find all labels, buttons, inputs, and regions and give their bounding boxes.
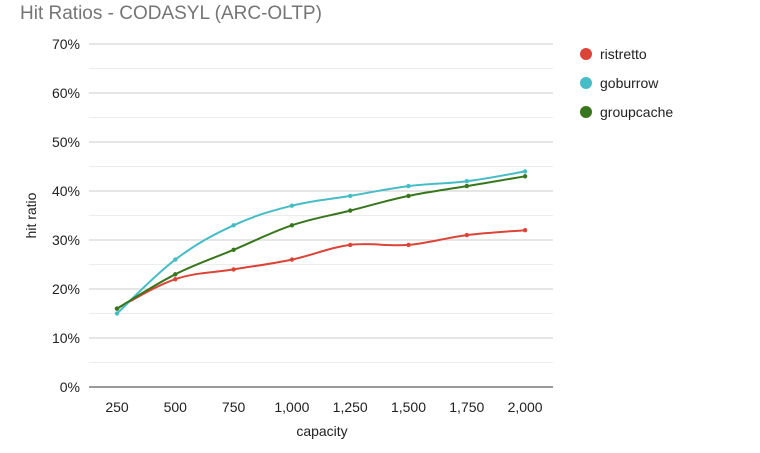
legend-swatch bbox=[580, 77, 592, 89]
x-tick-label: 750 bbox=[222, 399, 246, 415]
y-tick-label: 0% bbox=[60, 379, 80, 395]
series-line-ristretto bbox=[116, 229, 526, 310]
data-point bbox=[289, 203, 295, 208]
y-axis-ticks: 0% 10% 20% 30% 40% 50% 60% 70% bbox=[52, 36, 80, 395]
data-point bbox=[522, 169, 528, 174]
series-line-goburrow bbox=[116, 170, 526, 315]
data-point bbox=[348, 208, 353, 213]
data-point bbox=[289, 257, 295, 262]
data-point bbox=[464, 179, 469, 184]
data-point bbox=[114, 311, 120, 316]
data-point bbox=[406, 193, 411, 199]
data-point bbox=[173, 272, 178, 277]
y-tick-label: 50% bbox=[52, 134, 80, 150]
data-point bbox=[406, 242, 411, 248]
x-axis-ticks: 250 500 750 1,000 1,250 1,500 1,750 2,000 bbox=[105, 399, 543, 415]
x-axis-label: capacity bbox=[296, 423, 347, 439]
y-tick-label: 20% bbox=[52, 281, 80, 297]
y-tick-label: 40% bbox=[52, 183, 80, 199]
data-point bbox=[406, 183, 411, 189]
x-tick-label: 1,750 bbox=[449, 399, 484, 415]
grid-lines bbox=[89, 43, 553, 363]
data-point bbox=[173, 277, 178, 282]
data-point bbox=[231, 267, 236, 272]
legend: ristretto goburrow groupcache bbox=[580, 46, 673, 120]
chart-title: Hit Ratios - CODASYL (ARC-OLTP) bbox=[20, 3, 322, 24]
data-point bbox=[522, 228, 528, 233]
legend-label: goburrow bbox=[600, 75, 659, 91]
data-point bbox=[173, 257, 178, 262]
series-goburrow bbox=[114, 169, 528, 316]
x-tick-label: 500 bbox=[164, 399, 188, 415]
data-point bbox=[231, 247, 236, 252]
legend-item-goburrow: goburrow bbox=[580, 75, 659, 91]
legend-item-groupcache: groupcache bbox=[580, 104, 673, 120]
data-point bbox=[231, 223, 236, 228]
data-point bbox=[348, 193, 353, 199]
series-groupcache bbox=[114, 174, 528, 311]
legend-label: groupcache bbox=[600, 104, 673, 120]
data-point bbox=[464, 183, 469, 189]
y-tick-label: 60% bbox=[52, 85, 80, 101]
data-point bbox=[348, 242, 353, 248]
y-tick-label: 10% bbox=[52, 330, 80, 346]
y-tick-label: 30% bbox=[52, 232, 80, 248]
x-tick-label: 2,000 bbox=[508, 399, 543, 415]
data-point bbox=[522, 174, 528, 179]
x-tick-label: 1,000 bbox=[274, 399, 309, 415]
y-axis-label: hit ratio bbox=[23, 192, 39, 238]
x-tick-label: 250 bbox=[105, 399, 129, 415]
legend-swatch bbox=[580, 106, 592, 118]
y-tick-label: 70% bbox=[52, 36, 80, 52]
series-group bbox=[114, 169, 528, 316]
legend-item-ristretto: ristretto bbox=[580, 46, 647, 62]
data-point bbox=[289, 223, 295, 228]
x-tick-label: 1,250 bbox=[333, 399, 368, 415]
data-point bbox=[114, 306, 120, 311]
data-point bbox=[464, 232, 469, 238]
x-tick-label: 1,500 bbox=[391, 399, 426, 415]
legend-label: ristretto bbox=[600, 46, 647, 62]
legend-swatch bbox=[580, 48, 592, 60]
